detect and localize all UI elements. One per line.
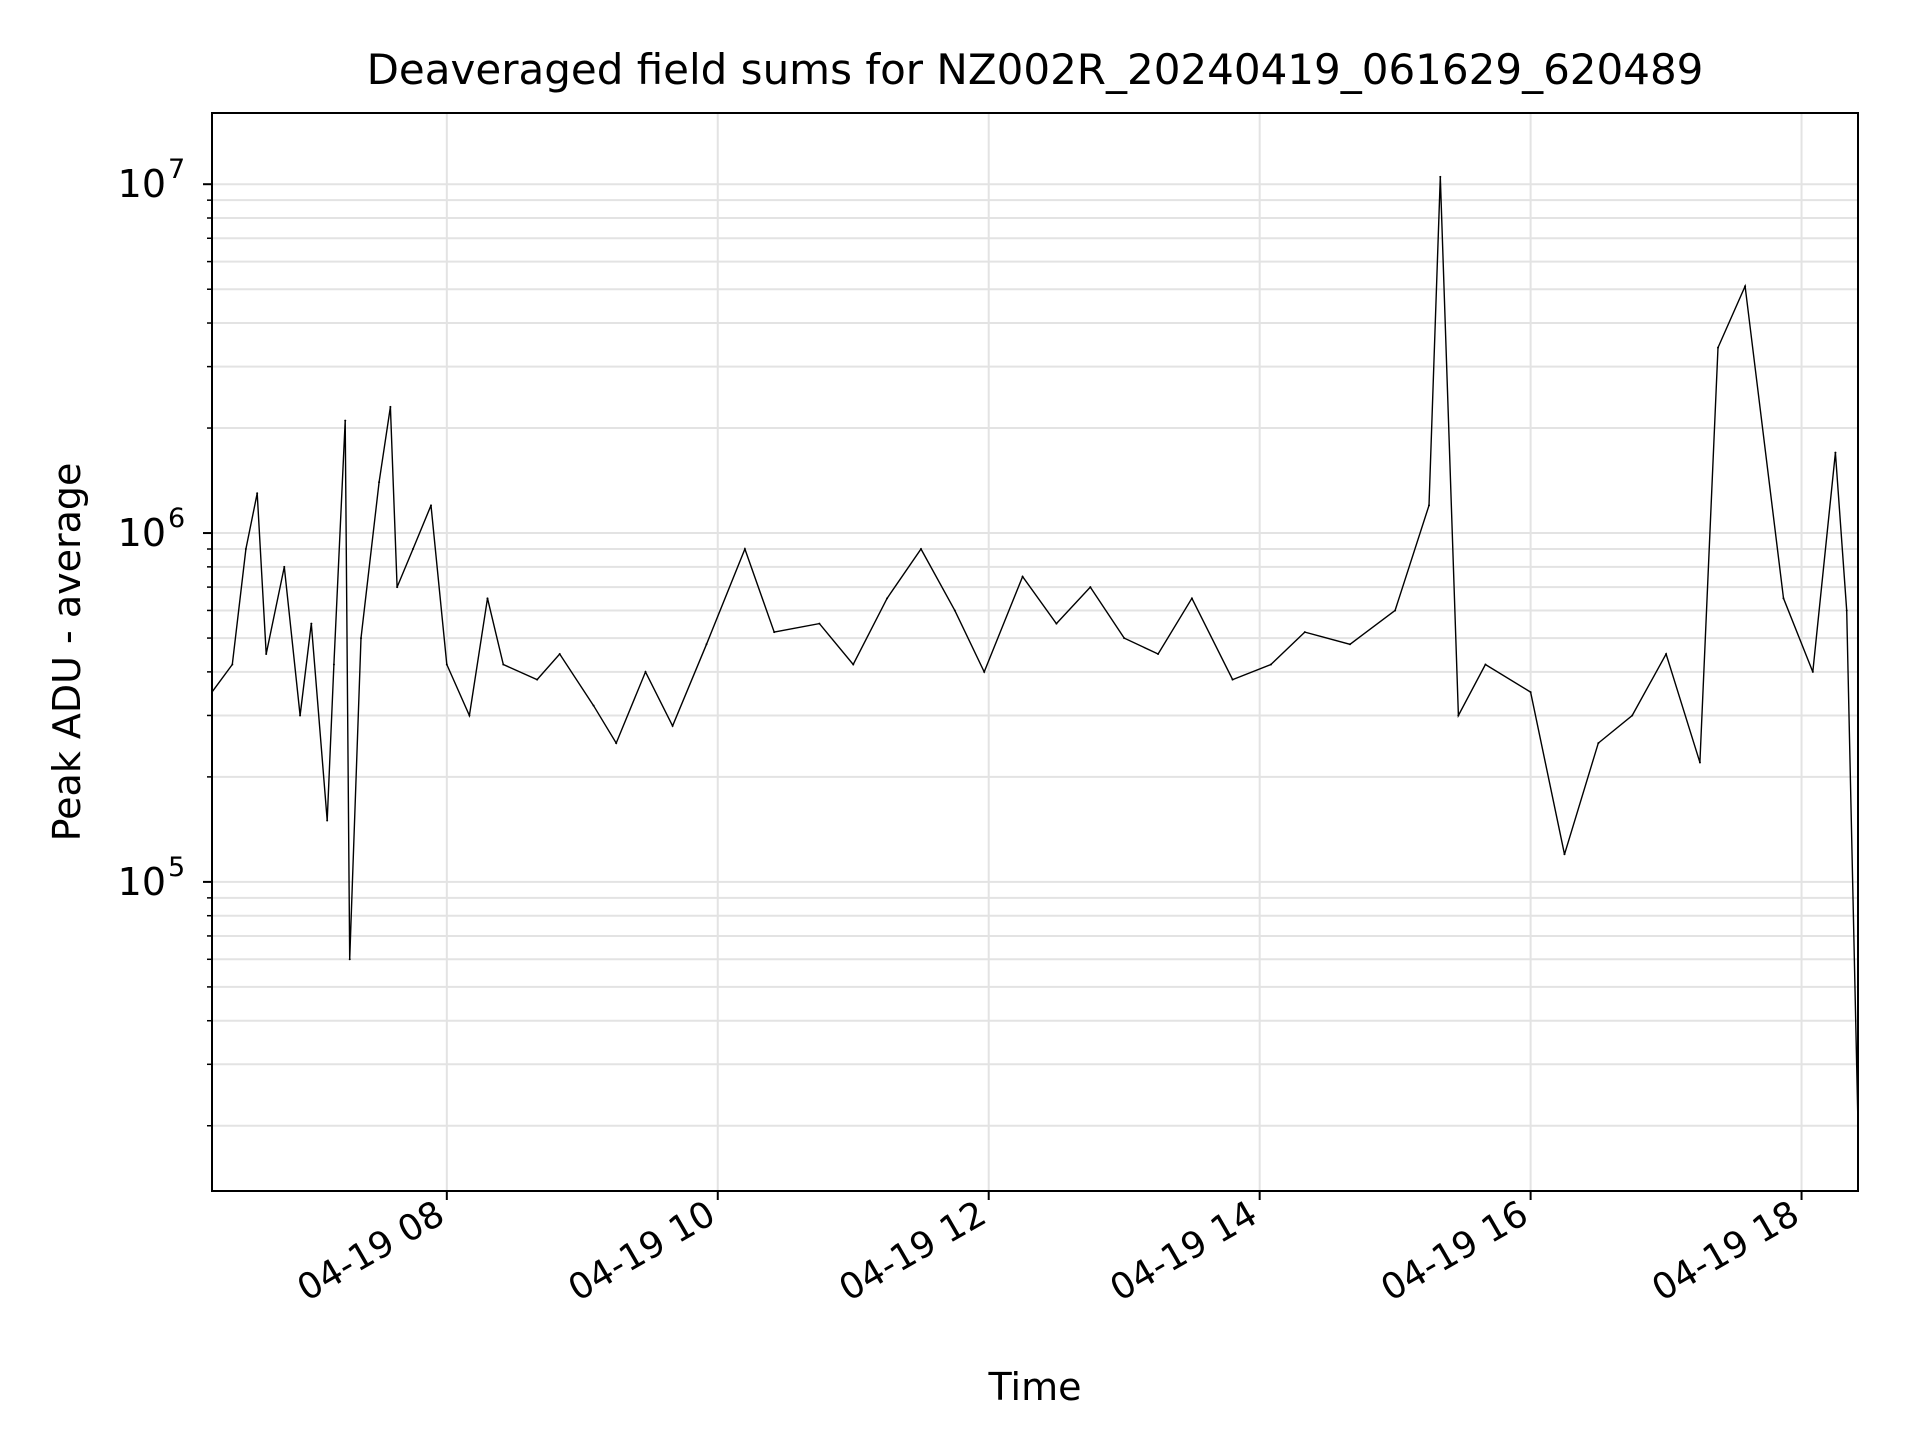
- data-point: [1665, 653, 1668, 656]
- data-point: [468, 714, 471, 717]
- data-point: [558, 653, 561, 656]
- data-point: [615, 742, 618, 745]
- data-point: [705, 643, 708, 646]
- y-axis-label: Peak ADU - average: [45, 463, 89, 842]
- y-tick-exponent: 7: [168, 154, 185, 185]
- data-point: [1631, 714, 1634, 717]
- y-tick-exponent: 5: [168, 852, 185, 883]
- data-point: [1698, 761, 1701, 764]
- data-point: [486, 597, 489, 600]
- data-point: [1089, 586, 1092, 589]
- data-point: [1269, 663, 1272, 666]
- data-point: [983, 670, 986, 673]
- grid-lines: [212, 113, 1858, 1191]
- data-point: [1055, 622, 1058, 625]
- data-point: [1834, 451, 1837, 454]
- data-point: [310, 622, 313, 625]
- data-point: [1782, 597, 1785, 600]
- data-point: [1303, 631, 1306, 634]
- data-point: [283, 565, 286, 568]
- data-point: [231, 663, 234, 666]
- series-group: [211, 175, 1859, 1127]
- data-point: [1123, 637, 1126, 640]
- data-point: [256, 492, 259, 495]
- data-point: [344, 419, 347, 422]
- data-point: [430, 504, 433, 507]
- data-point: [644, 670, 647, 673]
- y-tick-label: 10: [118, 511, 166, 555]
- data-point: [1231, 678, 1234, 681]
- y-tick-exponent: 6: [168, 503, 185, 534]
- data-point: [348, 958, 351, 961]
- data-point: [1394, 609, 1397, 612]
- data-point: [1190, 597, 1193, 600]
- data-point: [1529, 691, 1532, 694]
- data-point: [1563, 853, 1566, 856]
- data-point: [1717, 346, 1720, 349]
- data-point: [332, 663, 335, 666]
- data-point: [378, 481, 381, 484]
- data-point: [265, 653, 268, 656]
- data-point: [919, 548, 922, 551]
- data-point: [852, 663, 855, 666]
- data-point: [1457, 714, 1460, 717]
- data-point: [396, 586, 399, 589]
- y-tick-label: 10: [118, 860, 166, 904]
- data-point: [502, 663, 505, 666]
- data-point: [536, 678, 539, 681]
- plot-frame: [211, 112, 1859, 1192]
- data-point: [360, 637, 363, 640]
- data-point: [1021, 575, 1024, 578]
- data-point: [592, 704, 595, 707]
- data-point: [773, 631, 776, 634]
- data-point: [953, 609, 956, 612]
- y-tick-label: 10: [118, 162, 166, 206]
- data-point: [743, 548, 746, 551]
- data-point: [1744, 285, 1747, 288]
- data-point: [1157, 653, 1160, 656]
- data-point: [1845, 609, 1848, 612]
- x-axis-label: Time: [988, 1365, 1082, 1409]
- data-point: [326, 819, 329, 822]
- data-point: [445, 663, 448, 666]
- data-point: [411, 548, 414, 551]
- data-point: [1428, 504, 1431, 507]
- chart-title: Deaveraged field sums for NZ002R_2024041…: [367, 45, 1704, 94]
- data-point: [1811, 670, 1814, 673]
- data-point: [886, 597, 889, 600]
- data-point: [1597, 742, 1600, 745]
- data-point: [299, 714, 302, 717]
- data-point: [1348, 643, 1351, 646]
- data-point: [818, 622, 821, 625]
- data-point: [671, 724, 674, 727]
- data-point: [389, 405, 392, 408]
- data-point: [1439, 175, 1442, 178]
- data-point: [244, 548, 247, 551]
- data-point: [1484, 663, 1487, 666]
